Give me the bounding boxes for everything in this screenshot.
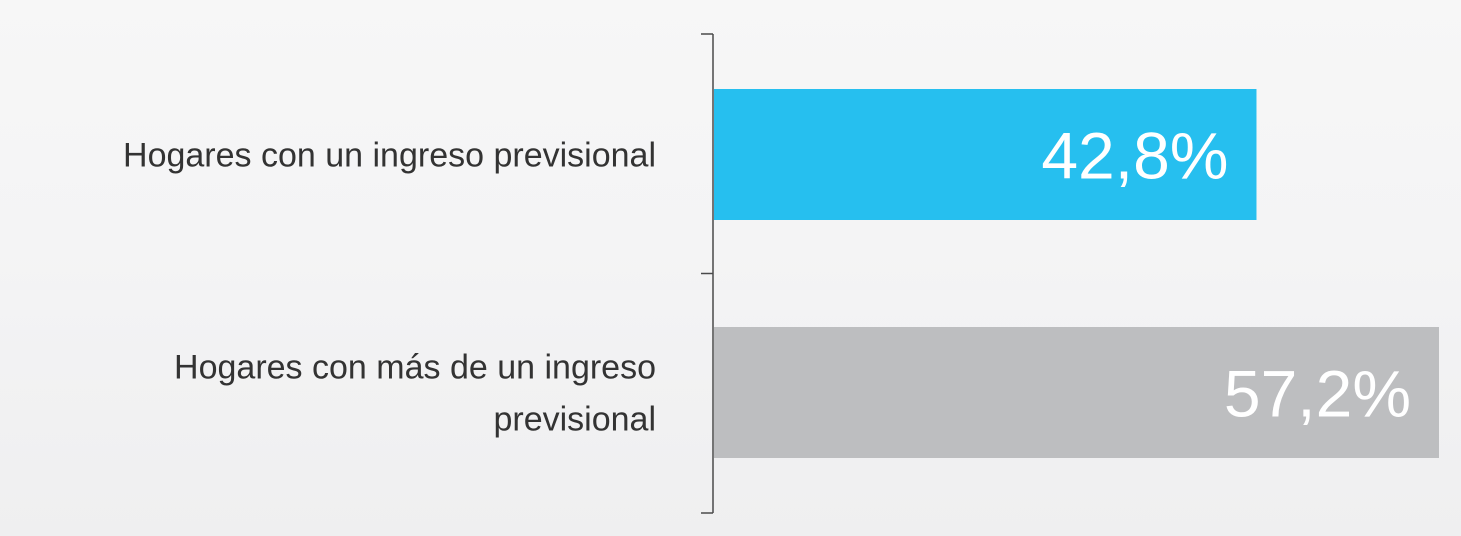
category-label-2-line-1: Hogares con más de un ingreso — [174, 349, 656, 387]
value-label-2: 57,2% — [1224, 357, 1411, 431]
bar-1 — [714, 89, 1257, 220]
category-label-2-line-2: previsional — [493, 401, 656, 439]
category-label-1-line-1: Hogares con un ingreso previsional — [123, 137, 656, 175]
bar-2 — [714, 327, 1439, 458]
value-label-1: 42,8% — [1041, 119, 1228, 193]
